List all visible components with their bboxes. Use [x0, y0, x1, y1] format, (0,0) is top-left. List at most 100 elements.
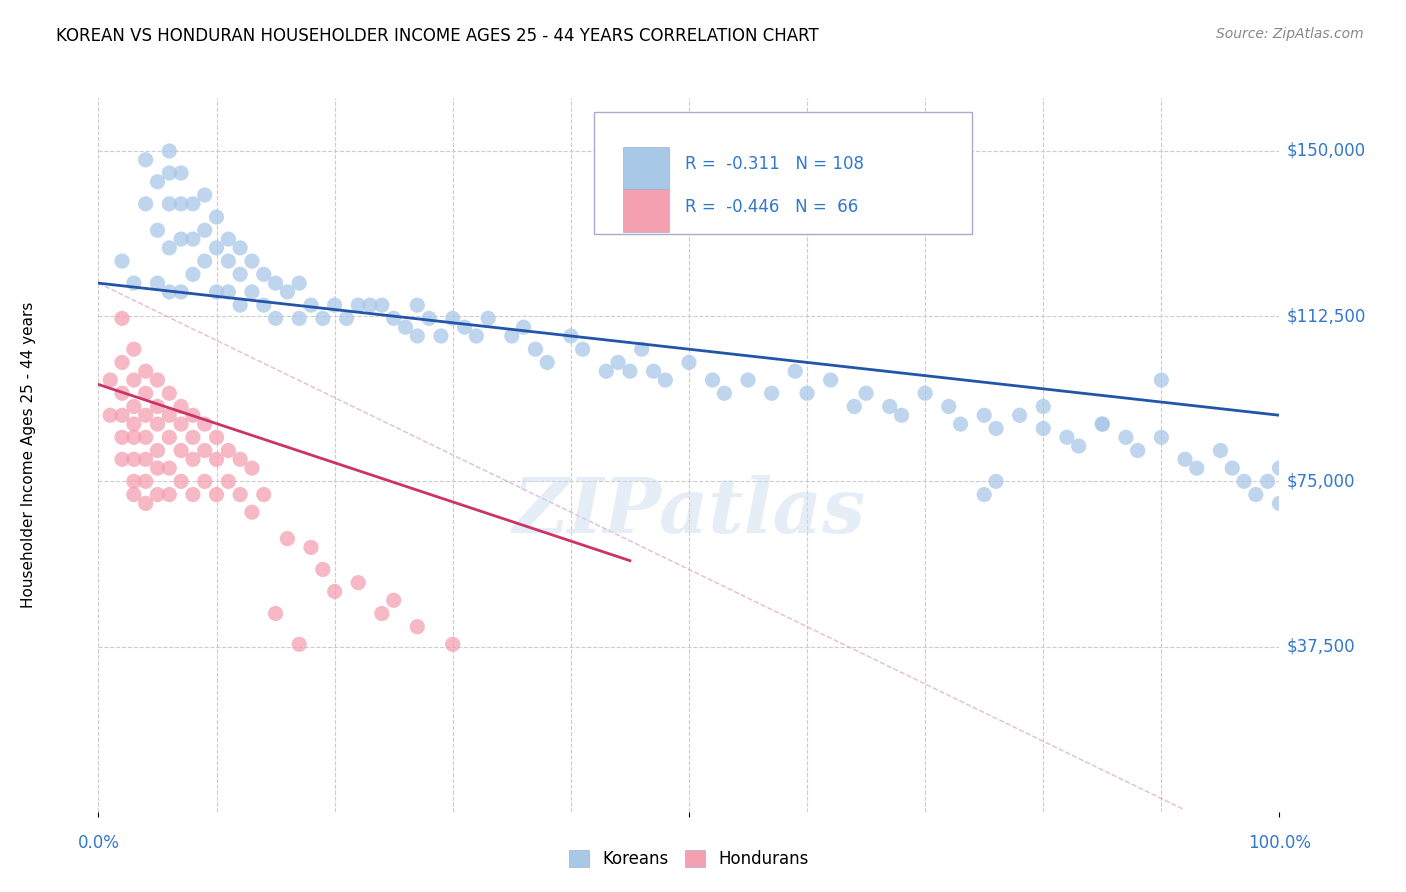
Point [299, 298, 322, 312]
Text: $37,500: $37,500 [1286, 638, 1355, 656]
Point [229, 487, 252, 501]
Point [264, 607, 287, 621]
Point [359, 298, 381, 312]
FancyBboxPatch shape [595, 112, 973, 234]
Point [157, 409, 180, 423]
Text: $112,500: $112,500 [1286, 307, 1365, 326]
Point [229, 241, 252, 255]
Point [157, 386, 180, 401]
Point [146, 373, 169, 387]
Point [205, 452, 228, 467]
Point [382, 311, 405, 326]
Point [1091, 417, 1114, 431]
Point [1185, 461, 1208, 475]
Point [1257, 475, 1279, 489]
Point [595, 364, 617, 378]
Point [205, 210, 228, 224]
Point [170, 400, 193, 414]
Point [135, 386, 157, 401]
Point [1174, 452, 1197, 467]
Point [630, 342, 652, 356]
Point [205, 430, 228, 444]
Point [394, 320, 416, 334]
Point [205, 487, 228, 501]
Point [1032, 400, 1054, 414]
Point [111, 430, 134, 444]
Point [785, 364, 807, 378]
Point [678, 355, 700, 369]
Point [146, 175, 169, 189]
Point [1268, 461, 1291, 475]
Point [135, 364, 157, 378]
Point [973, 409, 995, 423]
Point [347, 298, 370, 312]
Point [194, 417, 217, 431]
Point [1056, 430, 1078, 444]
Text: 100.0%: 100.0% [1249, 834, 1310, 852]
Text: Householder Income Ages 25 - 44 years: Householder Income Ages 25 - 44 years [21, 301, 35, 608]
Point [157, 487, 180, 501]
Point [253, 268, 276, 282]
Point [984, 421, 1007, 435]
Point [253, 487, 276, 501]
Point [382, 593, 405, 607]
Point [820, 373, 842, 387]
Point [135, 409, 157, 423]
Point [157, 241, 180, 255]
FancyBboxPatch shape [623, 146, 669, 189]
Point [536, 355, 558, 369]
Point [122, 417, 145, 431]
Point [194, 254, 217, 268]
Point [229, 268, 252, 282]
Point [217, 443, 239, 458]
Point [229, 452, 252, 467]
Point [984, 475, 1007, 489]
Point [229, 298, 252, 312]
Point [240, 285, 263, 299]
Point [418, 311, 440, 326]
Point [524, 342, 547, 356]
Point [879, 400, 901, 414]
Point [312, 311, 335, 326]
Point [1008, 409, 1031, 423]
Point [111, 355, 134, 369]
Point [938, 400, 960, 414]
Point [205, 241, 228, 255]
Point [135, 197, 157, 211]
Point [194, 188, 217, 202]
Point [1268, 496, 1291, 510]
Point [512, 320, 534, 334]
Point [122, 487, 145, 501]
Point [323, 298, 346, 312]
Point [122, 342, 145, 356]
Point [406, 298, 429, 312]
Point [122, 452, 145, 467]
Point [477, 311, 499, 326]
Point [170, 232, 193, 246]
Point [1032, 421, 1054, 435]
Point [240, 505, 263, 519]
Point [111, 386, 134, 401]
Point [122, 373, 145, 387]
Point [122, 475, 145, 489]
Point [264, 276, 287, 290]
Point [299, 541, 322, 555]
FancyBboxPatch shape [623, 189, 669, 232]
Point [761, 386, 783, 401]
Point [170, 285, 193, 299]
Point [146, 417, 169, 431]
Point [430, 329, 453, 343]
Point [501, 329, 523, 343]
Point [1150, 430, 1173, 444]
Point [371, 298, 394, 312]
Text: R =  -0.446   N =  66: R = -0.446 N = 66 [685, 198, 859, 216]
Text: R =  -0.311   N = 108: R = -0.311 N = 108 [685, 155, 865, 173]
Point [619, 364, 641, 378]
Point [973, 487, 995, 501]
Point [135, 430, 157, 444]
Text: ZIPatlas: ZIPatlas [512, 475, 866, 549]
Point [335, 311, 357, 326]
Point [135, 153, 157, 167]
Point [135, 452, 157, 467]
Point [713, 386, 735, 401]
